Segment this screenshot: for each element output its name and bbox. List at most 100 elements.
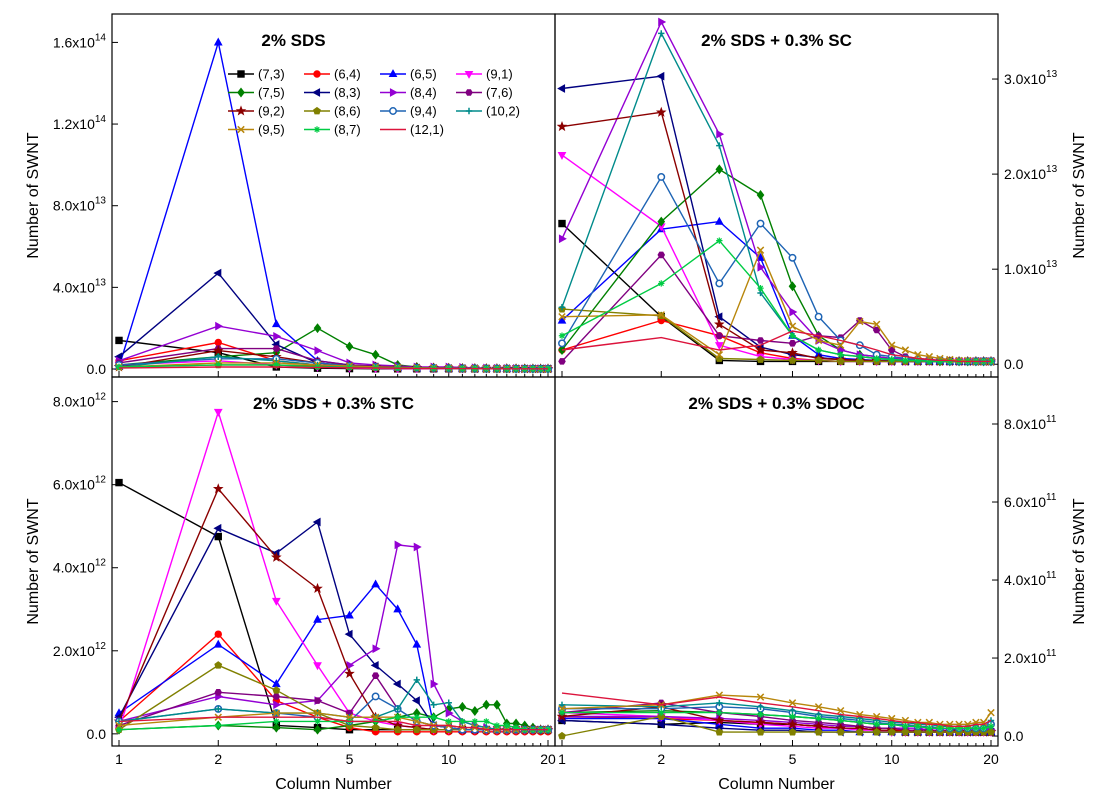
data-point <box>656 71 665 81</box>
y-axis: 0.0 1.0x1013 2.0x1013 3.0x1013 Number of SWN… <box>992 69 1088 372</box>
data-point <box>392 679 401 689</box>
data-point <box>714 342 724 351</box>
data-point <box>312 582 323 594</box>
data-point <box>658 30 665 37</box>
data-point <box>458 701 467 712</box>
series-line <box>561 168 991 363</box>
data-point <box>413 676 420 684</box>
data-point <box>493 699 501 710</box>
legend-label: (6,5) <box>410 67 437 82</box>
data-point <box>814 356 823 364</box>
data-point <box>215 353 222 360</box>
x-tick-label: 10 <box>441 751 457 767</box>
y-tick-label: 0.0 <box>87 726 107 742</box>
series-line <box>561 20 991 363</box>
series-9-2 <box>556 106 997 366</box>
legend-marker <box>464 70 474 79</box>
data-point <box>503 722 511 729</box>
data-point <box>837 717 844 724</box>
data-point <box>445 708 454 718</box>
data-point <box>371 672 380 679</box>
data-point <box>313 697 322 704</box>
data-point <box>313 709 322 717</box>
series-line <box>561 319 991 363</box>
data-point <box>657 311 665 319</box>
data-point <box>814 312 823 321</box>
data-point <box>313 724 322 735</box>
legend-label: (7,6) <box>486 85 513 100</box>
data-point <box>430 714 437 721</box>
data-point <box>788 356 797 364</box>
y-tick-label: 6.0x1011 <box>1004 492 1057 510</box>
data-point <box>272 709 281 717</box>
x-axis-title: Column Number <box>275 776 392 793</box>
plot-area <box>113 408 554 736</box>
data-point <box>512 724 520 731</box>
data-point <box>312 517 321 527</box>
data-point <box>430 679 439 689</box>
data-point <box>344 668 355 679</box>
data-point <box>371 349 380 360</box>
data-point <box>873 355 880 362</box>
series-12-1 <box>118 716 548 731</box>
data-point <box>394 540 403 550</box>
data-point <box>115 478 123 487</box>
legend-label: (9,1) <box>486 67 513 82</box>
panel-2-sds: 2% SDS 0.0 4.0x1013 8.0x1013 1.2x1014 1.6x101… <box>25 13 556 378</box>
data-point <box>836 728 845 736</box>
series-line <box>561 239 991 363</box>
series-9-1 <box>114 408 553 735</box>
legend-label: (8,6) <box>334 104 361 119</box>
data-point <box>888 341 896 349</box>
legend-item-9-2: (9,2) <box>228 104 285 119</box>
data-point <box>926 358 933 365</box>
y-tick-label: 4.0x1013 <box>53 277 107 295</box>
data-point <box>756 355 765 363</box>
legend: (7,3) (6,4) (6,5) (9,1) (7,5) (8,3) (8,4) (7,6)… <box>228 67 520 137</box>
y-tick-label: 1.6x1014 <box>53 32 107 50</box>
series-12-1 <box>118 366 548 370</box>
data-point <box>412 639 422 648</box>
data-point <box>655 106 667 117</box>
legend-label: (7,3) <box>258 67 285 82</box>
data-point <box>271 597 281 606</box>
data-point <box>558 339 566 348</box>
data-point <box>715 164 724 175</box>
series-line <box>561 253 991 363</box>
data-point <box>212 345 224 356</box>
data-point <box>371 692 380 701</box>
data-point <box>715 332 724 339</box>
data-point <box>856 353 863 360</box>
data-point <box>814 728 823 736</box>
data-point <box>412 725 421 734</box>
legend-marker <box>465 107 473 115</box>
data-point <box>972 725 980 732</box>
data-point <box>656 719 665 729</box>
y-axis-title: Number of SWNT <box>25 132 42 258</box>
data-point <box>716 699 723 707</box>
y-tick-label: 1.2x1014 <box>53 114 107 132</box>
data-point <box>787 718 798 729</box>
data-point <box>313 323 322 334</box>
data-point <box>715 728 724 736</box>
data-point <box>836 357 845 365</box>
data-point <box>558 358 566 365</box>
legend-item-9-5: (9,5) <box>228 122 285 137</box>
legend-marker <box>237 87 245 98</box>
data-point <box>789 707 796 714</box>
data-point <box>872 728 881 736</box>
series-line <box>118 583 548 731</box>
data-point <box>987 723 995 730</box>
data-point <box>215 321 224 331</box>
data-point <box>913 728 922 736</box>
panel-frame <box>554 376 999 747</box>
data-point <box>836 341 845 349</box>
data-point <box>888 356 895 363</box>
data-point <box>714 318 725 329</box>
data-point <box>213 408 223 417</box>
data-point <box>314 718 321 725</box>
legend-label: (6,4) <box>334 67 361 82</box>
data-point <box>914 357 922 364</box>
y-tick-label: 0.0 <box>1004 356 1024 372</box>
series-8-3 <box>114 517 552 735</box>
